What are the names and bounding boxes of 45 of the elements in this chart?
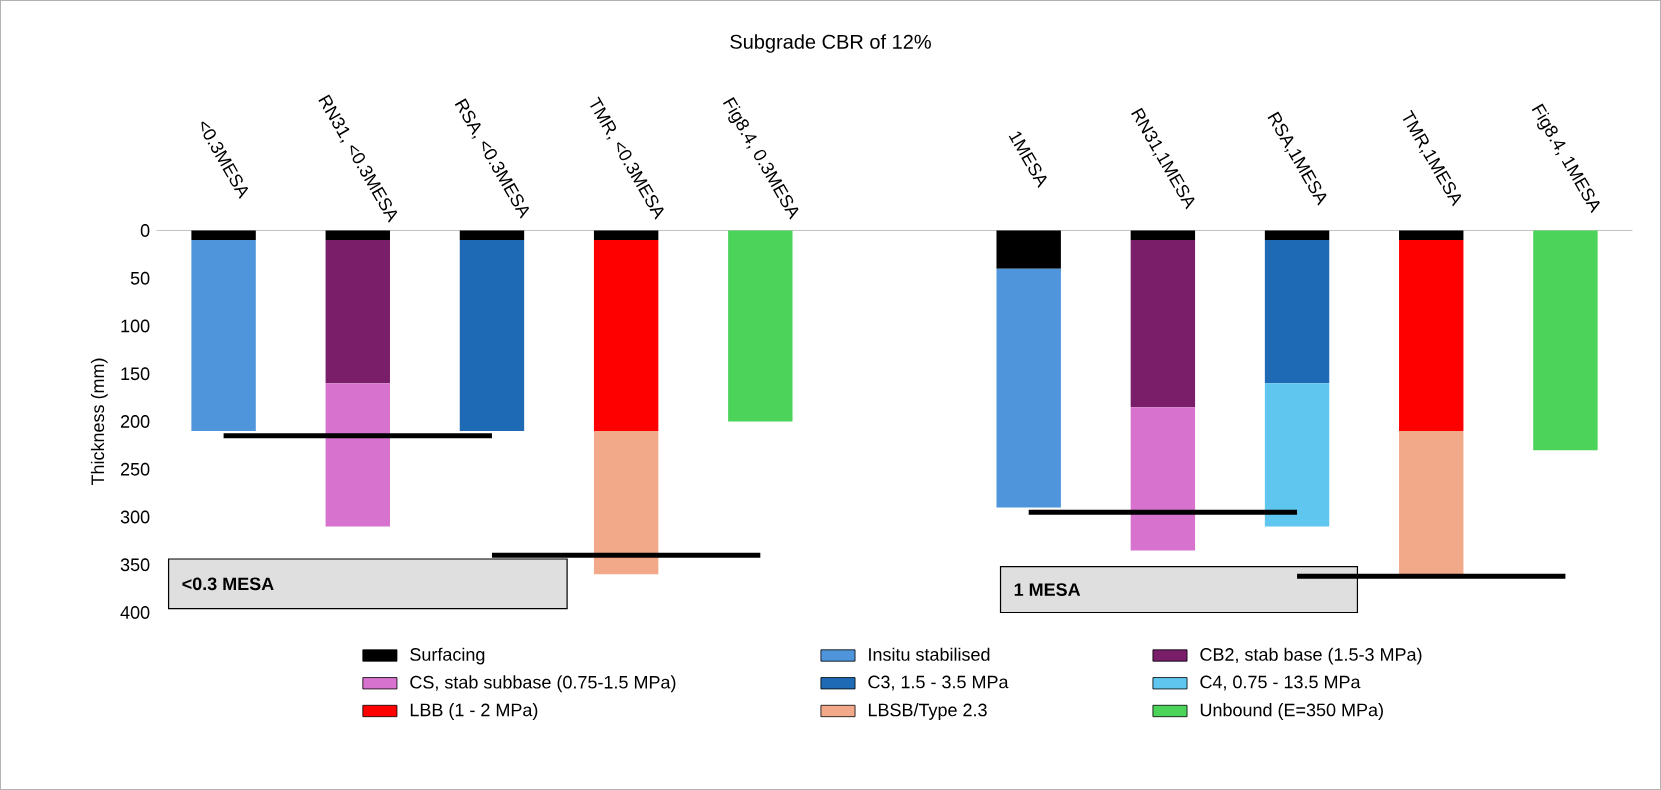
y-tick-label: 250 — [120, 462, 150, 476]
bar — [1130, 230, 1196, 241]
legend-label: LBB (1 - 2 MPa) — [410, 703, 538, 720]
bar — [996, 230, 1061, 269]
y-tick-label: 400 — [120, 606, 150, 619]
legend-label: Insitu stabilised — [869, 647, 990, 661]
bar — [593, 240, 659, 432]
bar — [1130, 407, 1196, 551]
bar — [1264, 240, 1330, 384]
annotation: 1 MESA — [1014, 583, 1081, 596]
y-axis-title: Thickness (mm) — [90, 358, 108, 486]
bar — [459, 230, 525, 241]
bar — [728, 230, 793, 422]
bar — [593, 431, 659, 575]
y-tick-label: 150 — [121, 367, 150, 381]
bar — [325, 383, 390, 527]
y-tick-label: 300 — [120, 510, 150, 524]
bar — [459, 240, 525, 432]
bar — [1399, 230, 1464, 241]
bar — [325, 240, 390, 384]
legend-label: Surfacing — [410, 647, 485, 665]
bar — [996, 268, 1061, 508]
bar — [1264, 230, 1330, 241]
bar — [1533, 230, 1598, 451]
y-tick-label: 0 — [140, 224, 150, 237]
legend-label: LBSB/Type 2.3 — [868, 703, 987, 720]
y-tick-label: 100 — [121, 319, 150, 333]
legend-label: Unbound (E=350 MPa) — [1200, 703, 1383, 720]
bar — [1399, 431, 1464, 575]
legend-label: C4, 0.75 - 13.5 MPa — [1200, 675, 1361, 691]
bar — [1399, 240, 1464, 432]
y-tick-label: 50 — [130, 271, 150, 285]
bar — [1130, 240, 1196, 408]
bar — [191, 230, 256, 241]
legend-label: CB2, stab base (1.5-3 MPa) — [1200, 647, 1422, 665]
bar — [191, 240, 256, 432]
annotation: <0.3 MESA — [182, 577, 274, 591]
y-tick-label: 200 — [120, 415, 150, 428]
bar — [325, 230, 390, 241]
bar — [1264, 383, 1330, 527]
legend-label: C3, 1.5 - 3.5 MPa — [868, 675, 1009, 691]
bar — [593, 230, 659, 241]
legend-label: CS, stab subbase (0.75-1.5 MPa) — [410, 675, 676, 693]
chart-title: Subgrade CBR of 12% — [730, 34, 931, 53]
y-tick-label: 350 — [120, 558, 150, 572]
